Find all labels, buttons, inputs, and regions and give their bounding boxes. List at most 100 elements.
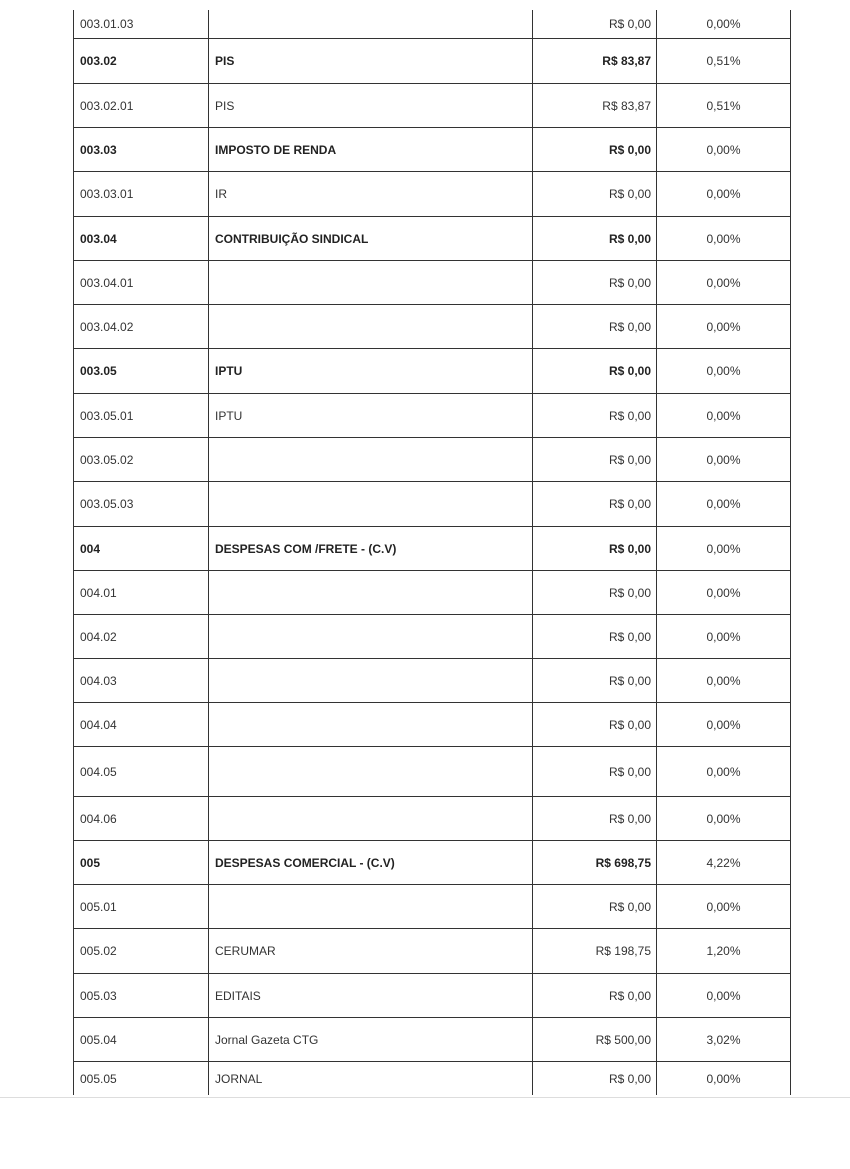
percentage: 0,00%: [656, 482, 791, 526]
account-code: 003.04.02: [73, 305, 208, 348]
percentage: 0,00%: [656, 571, 791, 614]
account-description: IR: [208, 172, 532, 216]
table-row: 003.05.02 R$ 0,00 0,00%: [73, 437, 791, 481]
account-code: 003.04.01: [73, 261, 208, 304]
account-description: [208, 703, 532, 746]
account-code: 003.02.01: [73, 84, 208, 127]
account-description: DESPESAS COMERCIAL - (C.V): [208, 841, 532, 884]
table-row: 003.01.03 R$ 0,00 0,00%: [73, 10, 791, 38]
account-description: [208, 571, 532, 614]
table-row: 005.05 JORNAL R$ 0,00 0,00%: [73, 1061, 791, 1095]
account-code: 005.03: [73, 974, 208, 1017]
table-row: 003.05.01 IPTU R$ 0,00 0,00%: [73, 393, 791, 437]
percentage: 0,00%: [656, 747, 791, 796]
amount: R$ 0,00: [532, 261, 656, 304]
account-description: IPTU: [208, 349, 532, 393]
account-code: 004.05: [73, 747, 208, 796]
account-description: PIS: [208, 84, 532, 127]
amount: R$ 0,00: [532, 482, 656, 526]
account-description: [208, 747, 532, 796]
account-code: 005.05: [73, 1062, 208, 1095]
account-code: 005.02: [73, 929, 208, 973]
percentage: 0,00%: [656, 305, 791, 348]
account-code: 004.04: [73, 703, 208, 746]
table-row: 004.04 R$ 0,00 0,00%: [73, 702, 791, 746]
account-code: 003.05: [73, 349, 208, 393]
amount: R$ 0,00: [532, 305, 656, 348]
percentage: 4,22%: [656, 841, 791, 884]
amount: R$ 0,00: [532, 571, 656, 614]
percentage: 0,00%: [656, 797, 791, 840]
percentage: 0,00%: [656, 527, 791, 570]
account-description: [208, 659, 532, 702]
table-row: 003.02.01 PIS R$ 83,87 0,51%: [73, 83, 791, 127]
amount: R$ 0,00: [532, 349, 656, 393]
amount: R$ 83,87: [532, 84, 656, 127]
table-row: 003.04.01 R$ 0,00 0,00%: [73, 260, 791, 304]
amount: R$ 0,00: [532, 885, 656, 928]
account-code: 005.01: [73, 885, 208, 928]
table-row: 004.01 R$ 0,00 0,00%: [73, 570, 791, 614]
account-description: [208, 615, 532, 658]
percentage: 0,00%: [656, 703, 791, 746]
page-edge: [0, 1097, 850, 1098]
account-description: [208, 482, 532, 526]
amount: R$ 698,75: [532, 841, 656, 884]
table-row: 003.04 CONTRIBUIÇÃO SINDICAL R$ 0,00 0,00%: [73, 216, 791, 260]
account-code: 004.02: [73, 615, 208, 658]
amount: R$ 0,00: [532, 527, 656, 570]
account-description: [208, 305, 532, 348]
amount: R$ 0,00: [532, 615, 656, 658]
account-code: 005.04: [73, 1018, 208, 1061]
account-code: 003.05.02: [73, 438, 208, 481]
account-description: [208, 438, 532, 481]
account-description: JORNAL: [208, 1062, 532, 1095]
percentage: 0,51%: [656, 84, 791, 127]
account-description: CERUMAR: [208, 929, 532, 973]
amount: R$ 0,00: [532, 659, 656, 702]
table-row: 005.03 EDITAIS R$ 0,00 0,00%: [73, 973, 791, 1017]
table-row: 004.06 R$ 0,00 0,00%: [73, 796, 791, 840]
table-row: 004 DESPESAS COM /FRETE - (C.V) R$ 0,00 0,0…: [73, 526, 791, 570]
percentage: 0,00%: [656, 261, 791, 304]
percentage: 0,51%: [656, 39, 791, 83]
account-code: 003.03.01: [73, 172, 208, 216]
amount: R$ 0,00: [532, 438, 656, 481]
account-code: 003.05.03: [73, 482, 208, 526]
table-row: 003.03.01 IR R$ 0,00 0,00%: [73, 171, 791, 216]
percentage: 0,00%: [656, 349, 791, 393]
amount: R$ 500,00: [532, 1018, 656, 1061]
amount: R$ 0,00: [532, 128, 656, 171]
account-description: PIS: [208, 39, 532, 83]
table-row: 005.04 Jornal Gazeta CTG R$ 500,00 3,02%: [73, 1017, 791, 1061]
percentage: 0,00%: [656, 394, 791, 437]
table-row: 005 DESPESAS COMERCIAL - (C.V) R$ 698,75 4,…: [73, 840, 791, 884]
account-description: IMPOSTO DE RENDA: [208, 128, 532, 171]
account-code: 004.06: [73, 797, 208, 840]
amount: R$ 198,75: [532, 929, 656, 973]
table-row: 004.05 R$ 0,00 0,00%: [73, 746, 791, 796]
table-row: 003.02 PIS R$ 83,87 0,51%: [73, 38, 791, 83]
table-row: 003.05.03 R$ 0,00 0,00%: [73, 481, 791, 526]
amount: R$ 83,87: [532, 39, 656, 83]
account-code: 004.01: [73, 571, 208, 614]
account-code: 004: [73, 527, 208, 570]
percentage: 0,00%: [656, 659, 791, 702]
percentage: 0,00%: [656, 217, 791, 260]
amount: R$ 0,00: [532, 797, 656, 840]
amount: R$ 0,00: [532, 747, 656, 796]
percentage: 0,00%: [656, 885, 791, 928]
amount: R$ 0,00: [532, 1062, 656, 1095]
percentage: 0,00%: [656, 974, 791, 1017]
account-code: 003.01.03: [73, 10, 208, 38]
account-description: Jornal Gazeta CTG: [208, 1018, 532, 1061]
account-description: EDITAIS: [208, 974, 532, 1017]
account-code: 005: [73, 841, 208, 884]
amount: R$ 0,00: [532, 394, 656, 437]
table-row: 004.02 R$ 0,00 0,00%: [73, 614, 791, 658]
account-description: [208, 797, 532, 840]
account-description: IPTU: [208, 394, 532, 437]
amount: R$ 0,00: [532, 10, 656, 38]
percentage: 0,00%: [656, 172, 791, 216]
amount: R$ 0,00: [532, 217, 656, 260]
